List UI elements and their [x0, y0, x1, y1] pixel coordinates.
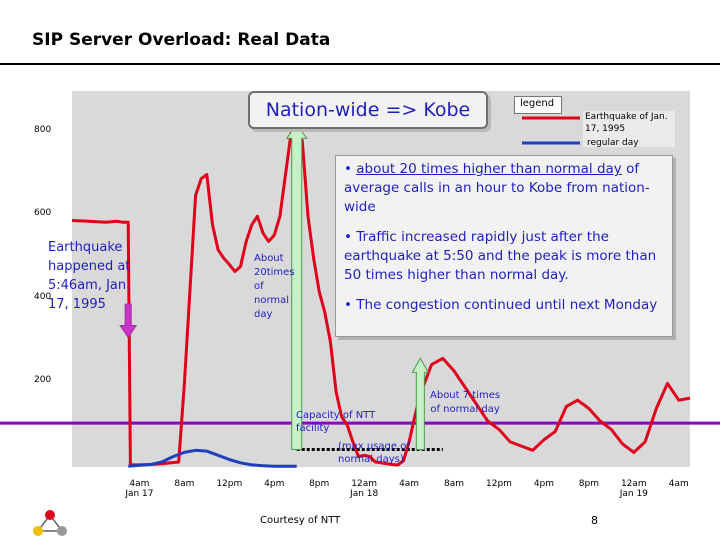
x-tick-label: 12am Jan 18	[350, 479, 379, 499]
about-20-times-label: About 20times of normal day	[254, 253, 295, 320]
x-tick-label: 4am	[399, 479, 420, 489]
legend-box	[514, 96, 562, 114]
x-tick-label: 8pm	[578, 479, 599, 489]
about-7-times-label: About 7 times of normal day	[430, 390, 501, 415]
page-number: 8	[591, 514, 598, 527]
x-tick-label: 4am Jan 17	[125, 479, 154, 499]
callout-bullet-1-rest: of average calls in an hour to Kobe from…	[344, 161, 650, 215]
title-divider	[0, 63, 720, 65]
legend-title: legend	[519, 98, 555, 109]
callout-box: • about 20 times higher than normal day …	[335, 155, 673, 337]
slide-title: SIP Server Overload: Real Data	[32, 30, 331, 50]
series-regular-line	[128, 448, 297, 468]
legend-entry-earthquake: Earthquake of Jan. 17, 1995	[585, 112, 668, 134]
x-tick-label: 12pm	[216, 479, 243, 489]
courtesy-note: Courtesy of NTT	[260, 515, 341, 526]
max-usage-label: (max usage of normal days)	[338, 441, 410, 465]
callout-bullet-2: • Traffic increased rapidly just after t…	[344, 229, 657, 283]
x-tick-label: 8pm	[309, 479, 330, 489]
callout-bullet-3-text: The congestion continued until next Mond…	[356, 297, 658, 313]
ntt-logo-icon	[33, 510, 67, 536]
y-tick-label: 400	[34, 291, 52, 302]
x-tick-label: 12am Jan 19	[619, 479, 648, 499]
y-tick-label: 200	[34, 375, 52, 386]
callout-bullet-1-emphasis: about 20 times higher than normal day	[356, 161, 622, 177]
second-day-ratio-arrow	[411, 357, 430, 450]
x-tick-label: 4am	[668, 479, 689, 489]
x-tick-label: 4pm	[264, 479, 285, 489]
x-tick-label: 12pm	[486, 479, 512, 489]
x-tick-label: 8am	[444, 479, 465, 489]
capacity-label: Capacity of NTT facility	[296, 410, 376, 434]
y-tick-label: 800	[34, 124, 52, 135]
callout-bullet-2-text: Traffic increased rapidly just after the…	[344, 229, 657, 283]
series-earthquake-line	[71, 122, 691, 467]
legend-entry-regular: regular day	[587, 138, 639, 148]
headline-box: Nation-wide => Kobe	[248, 91, 488, 129]
legend-swatches	[522, 116, 580, 145]
legend-entries: Earthquake of Jan. 17, 1995 regular day	[583, 111, 675, 148]
peak-ratio-arrow	[285, 123, 308, 450]
earthquake-note: Earthquake happened at 5:46am, Jan. 17, …	[48, 240, 131, 312]
callout-bullet-3: • The congestion continued until next Mo…	[344, 297, 658, 313]
callout-bullet-1: • about 20 times higher than normal day …	[344, 161, 650, 215]
x-tick-label: 8am	[174, 479, 195, 489]
y-tick-label: 600	[34, 208, 52, 219]
x-tick-label: 4pm	[533, 479, 555, 489]
earthquake-time-marker	[119, 303, 138, 339]
